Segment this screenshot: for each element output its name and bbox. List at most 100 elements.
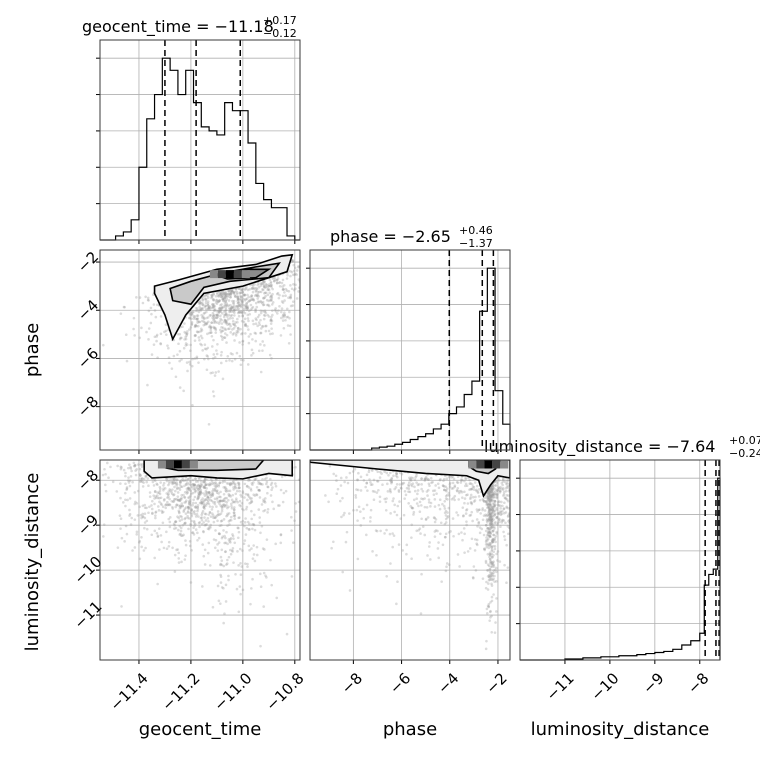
scatter-point — [501, 518, 504, 522]
scatter-point — [198, 484, 202, 488]
scatter-point — [200, 518, 204, 522]
scatter-point — [211, 303, 215, 307]
scatter-point — [295, 269, 299, 272]
scatter-point — [203, 494, 207, 497]
scatter-point — [147, 338, 150, 341]
scatter-point — [227, 482, 230, 485]
scatter-point — [222, 486, 226, 489]
scatter-point — [219, 291, 223, 294]
scatter-point — [483, 496, 487, 500]
scatter-point — [215, 489, 218, 493]
scatter-point — [221, 377, 225, 381]
density-block — [217, 270, 226, 279]
scatter-point — [240, 332, 243, 336]
scatter-point — [261, 288, 264, 291]
scatter-point — [191, 478, 195, 482]
scatter-point — [135, 530, 139, 534]
scatter-point — [139, 477, 142, 481]
scatter-point — [444, 485, 448, 489]
scatter-point — [229, 290, 233, 293]
scatter-point — [171, 546, 174, 550]
scatter-point — [240, 358, 243, 362]
scatter-point — [362, 516, 366, 520]
scatter-point — [269, 558, 272, 562]
scatter-point — [229, 518, 233, 522]
scatter-point — [212, 353, 216, 356]
scatter-point — [499, 525, 502, 528]
scatter-point — [468, 547, 472, 550]
scatter-point — [485, 580, 488, 584]
scatter-point — [430, 481, 433, 485]
scatter-point — [228, 316, 232, 320]
scatter-point — [486, 537, 490, 541]
scatter-point — [206, 495, 209, 499]
scatter-point — [156, 483, 159, 486]
scatter-point — [210, 480, 214, 483]
scatter-point — [271, 287, 274, 291]
scatter-point — [202, 505, 205, 509]
scatter-point — [177, 528, 180, 532]
scatter-point — [265, 324, 268, 328]
scatter-point — [352, 508, 355, 512]
scatter-point — [126, 498, 129, 502]
scatter-point — [489, 616, 492, 619]
scatter-point — [495, 516, 498, 520]
scatter-point — [204, 301, 208, 305]
scatter-point — [505, 581, 508, 585]
scatter-point — [236, 500, 239, 504]
scatter-point — [495, 516, 499, 519]
scatter-point — [188, 540, 192, 543]
scatter-point — [489, 499, 492, 502]
scatter-point — [124, 333, 128, 337]
scatter-point — [376, 480, 380, 483]
xtick-label-phase: −2 — [482, 669, 510, 697]
scatter-point — [266, 313, 269, 317]
scatter-point — [230, 359, 234, 363]
scatter-point — [389, 562, 392, 565]
scatter-point — [266, 288, 270, 292]
scatter-point — [153, 490, 157, 493]
scatter-point — [262, 297, 265, 300]
scatter-point — [262, 285, 266, 288]
scatter-point — [403, 497, 406, 500]
scatter-point — [289, 333, 292, 336]
scatter-point — [240, 507, 244, 511]
scatter-point — [397, 490, 401, 493]
scatter-point — [207, 499, 210, 502]
scatter-point — [213, 355, 217, 359]
scatter-point — [488, 489, 492, 493]
scatter-point — [133, 546, 137, 549]
scatter-point — [441, 502, 444, 506]
scatter-point — [270, 488, 273, 492]
scatter-point — [285, 289, 289, 292]
scatter-point — [223, 534, 226, 538]
scatter-point — [495, 532, 499, 535]
scatter-point — [245, 305, 249, 308]
scatter-point — [486, 542, 489, 546]
scatter-point — [154, 510, 158, 514]
scatter-point — [187, 496, 190, 499]
scatter-point — [256, 283, 259, 287]
scatter-point — [271, 500, 274, 504]
scatter-point — [292, 263, 296, 267]
scatter-point — [487, 582, 490, 585]
scatter-point — [159, 534, 163, 537]
scatter-point — [178, 332, 182, 336]
scatter-point — [173, 498, 176, 501]
scatter-point — [215, 491, 219, 494]
scatter-point — [490, 490, 494, 493]
scatter-point — [124, 482, 127, 486]
scatter-point — [489, 531, 492, 535]
scatter-point — [135, 501, 139, 505]
scatter-point — [266, 491, 269, 495]
scatter-point — [488, 491, 491, 494]
scatter-point — [443, 507, 447, 510]
scatter-point — [233, 322, 236, 326]
scatter-point — [215, 484, 219, 487]
scatter-point — [270, 319, 274, 323]
scatter-point — [193, 325, 197, 329]
scatter-point — [303, 269, 306, 272]
scatter-point — [286, 273, 289, 277]
scatter-point — [461, 506, 465, 509]
scatter-point — [500, 500, 503, 504]
